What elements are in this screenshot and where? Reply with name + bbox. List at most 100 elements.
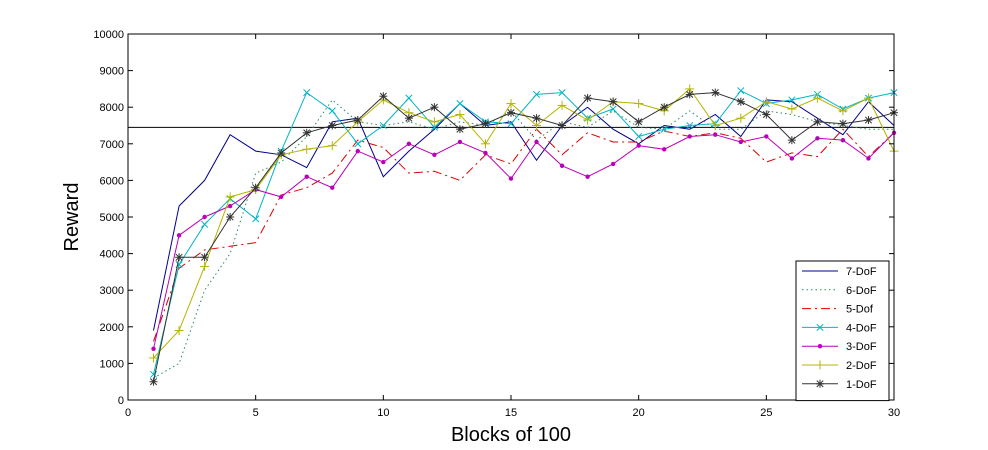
series-7-dof bbox=[153, 99, 895, 331]
data-point-3-dof bbox=[381, 159, 386, 165]
legend-label: 4-DoF bbox=[846, 322, 877, 334]
data-point-1-dof bbox=[609, 97, 618, 106]
y-tick-label: 1000 bbox=[100, 358, 124, 370]
data-point-2-dof bbox=[532, 121, 542, 130]
legend-item-6-dof: 6-DoF bbox=[802, 285, 877, 297]
series-line-5-dof bbox=[153, 128, 895, 342]
x-tick-label: 10 bbox=[377, 407, 389, 419]
legend-item-1-dof: 1-DoF bbox=[802, 379, 877, 391]
data-point-4-dof bbox=[328, 107, 336, 115]
data-point-2-dof bbox=[863, 93, 873, 103]
x-tick-label: 0 bbox=[125, 407, 131, 419]
y-tick-label: 2000 bbox=[100, 322, 124, 334]
data-point-3-dof bbox=[585, 174, 590, 179]
legend-marker bbox=[817, 344, 823, 349]
data-point-1-dof bbox=[455, 125, 464, 134]
legend: 7-DoF 6-DoF 5-Dof 4-DoF 3-DoF 2-DoF 1-DoF bbox=[795, 260, 890, 402]
series-line-7-dof bbox=[153, 99, 895, 331]
y-tick-label: 10000 bbox=[93, 29, 124, 41]
legend-box bbox=[795, 260, 890, 402]
y-tick-label: 8000 bbox=[100, 102, 124, 114]
data-point-3-dof bbox=[662, 147, 667, 152]
data-point-4-dof bbox=[303, 89, 311, 97]
data-point-1-dof bbox=[787, 136, 796, 145]
data-point-3-dof bbox=[534, 139, 539, 145]
data-point-3-dof bbox=[866, 156, 871, 161]
data-point-1-dof bbox=[302, 128, 311, 137]
data-point-3-dof bbox=[687, 134, 692, 139]
data-point-2-dof bbox=[225, 192, 235, 202]
data-point-3-dof bbox=[764, 134, 769, 139]
data-point-2-dof bbox=[787, 104, 797, 114]
data-point-4-dof bbox=[635, 132, 643, 141]
data-point-2-dof bbox=[557, 100, 567, 110]
data-point-1-dof bbox=[507, 108, 515, 117]
data-point-3-dof bbox=[789, 156, 795, 161]
data-point-1-dof bbox=[558, 121, 567, 130]
data-point-3-dof bbox=[508, 176, 514, 181]
data-point-3-dof bbox=[355, 148, 360, 154]
data-point-1-dof bbox=[353, 116, 362, 125]
data-point-3-dof bbox=[279, 194, 284, 200]
legend-item-3-dof: 3-DoF bbox=[802, 341, 877, 353]
data-point-4-dof bbox=[507, 120, 515, 128]
data-point-4-dof bbox=[737, 87, 745, 95]
data-point-2-dof bbox=[327, 141, 337, 151]
legend-item-2-dof: 2-DoF bbox=[802, 360, 877, 372]
legend-label: 1-DoF bbox=[846, 379, 877, 391]
data-point-3-dof bbox=[227, 203, 233, 209]
y-tick-label: 7000 bbox=[100, 139, 124, 151]
data-point-1-dof bbox=[711, 88, 720, 97]
x-tick-label: 5 bbox=[253, 407, 259, 419]
data-point-3-dof bbox=[202, 214, 207, 220]
x-tick-label: 25 bbox=[760, 407, 772, 419]
data-point-1-dof bbox=[660, 103, 669, 112]
data-point-3-dof bbox=[330, 185, 335, 190]
y-tick-label: 5000 bbox=[100, 212, 124, 224]
data-point-2-dof bbox=[174, 325, 184, 335]
series-line-2-dof bbox=[153, 88, 895, 359]
y-tick-label: 0 bbox=[118, 395, 124, 407]
data-point-1-dof bbox=[430, 103, 439, 112]
data-point-3-dof bbox=[840, 137, 846, 143]
legend-label: 5-Dof bbox=[846, 304, 874, 316]
data-point-1-dof bbox=[813, 117, 822, 126]
data-point-3-dof bbox=[713, 132, 718, 137]
legend-item-7-dof: 7-DoF bbox=[802, 266, 877, 278]
data-point-3-dof bbox=[151, 346, 156, 351]
x-tick-label: 30 bbox=[888, 407, 900, 419]
data-point-4-dof bbox=[201, 220, 209, 228]
data-point-2-dof bbox=[200, 261, 210, 271]
data-point-4-dof bbox=[252, 215, 260, 223]
data-point-3-dof bbox=[457, 139, 463, 145]
data-point-1-dof bbox=[175, 253, 184, 262]
data-point-4-dof bbox=[686, 121, 694, 130]
series-5-dof bbox=[153, 128, 895, 342]
data-point-1-dof bbox=[634, 117, 643, 126]
data-point-2-dof bbox=[429, 117, 439, 127]
data-point-2-dof bbox=[583, 115, 593, 125]
data-point-1-dof bbox=[685, 90, 694, 99]
legend-item-5-dof: 5-Dof bbox=[802, 304, 874, 316]
data-point-3-dof bbox=[559, 163, 565, 168]
data-point-1-dof bbox=[583, 94, 592, 103]
data-point-1-dof bbox=[838, 119, 847, 128]
data-point-4-dof bbox=[788, 96, 796, 104]
data-point-4-dof bbox=[456, 99, 464, 108]
data-point-1-dof bbox=[736, 97, 745, 106]
data-point-3-dof bbox=[738, 139, 743, 145]
data-point-4-dof bbox=[558, 89, 566, 97]
series-line-3-dof bbox=[153, 132, 895, 349]
y-tick-label: 4000 bbox=[100, 249, 124, 261]
data-point-4-dof bbox=[430, 123, 438, 131]
legend-marker bbox=[816, 379, 824, 388]
data-point-3-dof bbox=[610, 161, 616, 167]
y-tick-label: 9000 bbox=[100, 66, 124, 78]
data-point-2-dof bbox=[736, 113, 746, 123]
x-tick-label: 15 bbox=[505, 407, 517, 419]
data-point-4-dof bbox=[660, 125, 668, 133]
legend-label: 3-DoF bbox=[846, 341, 877, 353]
data-point-2-dof bbox=[761, 97, 771, 107]
data-point-3-dof bbox=[176, 233, 182, 238]
